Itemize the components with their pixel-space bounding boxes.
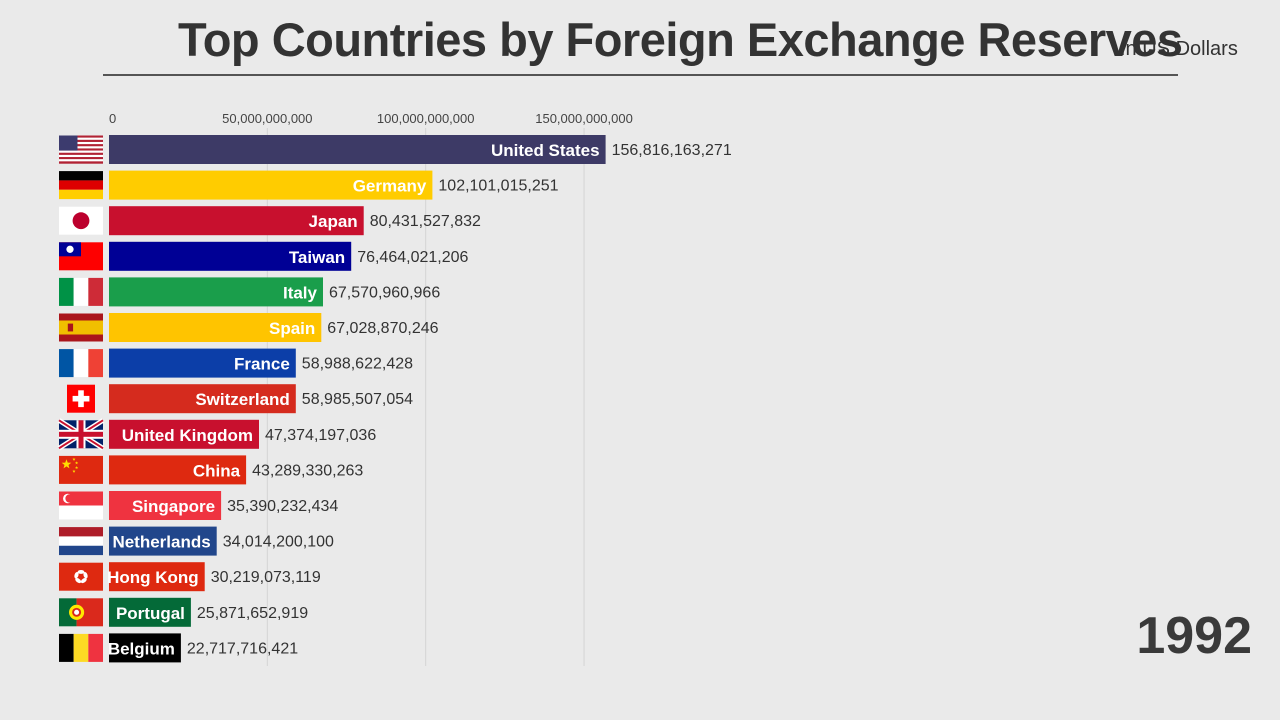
bar-value-label: 58,988,622,428 (302, 356, 413, 373)
bar (109, 241, 352, 271)
bar-category-label: Belgium (108, 639, 175, 658)
flag-cn-icon (59, 455, 103, 484)
bar-category-label: Germany (353, 177, 427, 196)
bar (109, 206, 364, 236)
bar-value-label: 34,014,200,100 (223, 534, 334, 551)
bar-value-label: 67,570,960,966 (329, 284, 440, 301)
x-tick-label: 0 (109, 111, 116, 126)
year-label: 1992 (1136, 607, 1252, 665)
bar-category-label: Singapore (132, 497, 215, 516)
bar-value-label: 30,219,073,119 (211, 569, 321, 586)
bar (109, 633, 181, 663)
x-tick-label: 150,000,000,000 (535, 111, 633, 126)
flag-ch-icon (67, 384, 95, 413)
bar-value-label: 43,289,330,263 (252, 462, 363, 479)
flag-hk-icon (59, 562, 103, 591)
title-divider (103, 74, 1178, 76)
bar-category-label: Taiwan (289, 248, 345, 267)
flag-de-icon (59, 171, 103, 200)
flag-gb-icon (57, 418, 105, 451)
bar (109, 597, 191, 627)
bar-value-label: 67,028,870,246 (327, 320, 438, 337)
flag-sg-icon (59, 491, 103, 520)
flag-pt-icon (59, 598, 103, 627)
flag-layer (57, 135, 105, 662)
bar (109, 384, 296, 414)
bar-layer: United States 156,816,163,271 Germany 102,1… (107, 135, 732, 663)
bar (109, 491, 222, 520)
flag-tw-icon (59, 242, 103, 271)
bar (109, 419, 259, 449)
bar-value-label: 35,390,232,434 (227, 498, 338, 515)
flag-nl-icon (59, 527, 103, 556)
flag-be-icon (59, 633, 103, 662)
bar-category-label: Switzerland (195, 390, 289, 409)
chart-subtitle: In US Dollars (1120, 38, 1238, 60)
bar-category-label: Italy (283, 283, 318, 302)
bar-category-label: Portugal (116, 604, 185, 623)
flag-fr-icon (59, 349, 103, 378)
bar-category-label: Hong Kong (107, 568, 199, 587)
bar-value-label: 25,871,652,919 (197, 605, 308, 622)
chart-title: Top Countries by Foreign Exchange Reserv… (178, 13, 1183, 66)
bar-value-label: 47,374,197,036 (265, 427, 376, 444)
bar-value-label: 58,985,507,054 (302, 391, 413, 408)
bar-category-label: Spain (269, 319, 315, 338)
flag-it-icon (59, 277, 103, 306)
bar (109, 277, 323, 307)
bar-category-label: Netherlands (112, 533, 210, 552)
bar (109, 348, 296, 378)
bar (109, 455, 247, 485)
bar-value-label: 80,431,527,832 (370, 213, 481, 230)
bar-value-label: 156,816,163,271 (612, 142, 732, 159)
bar-category-label: China (193, 461, 241, 480)
flag-es-icon (59, 313, 103, 342)
bar-category-label: United States (491, 141, 600, 160)
x-tick-label: 50,000,000,000 (222, 111, 312, 126)
bar-value-label: 102,101,015,251 (438, 178, 558, 195)
bar (109, 526, 217, 556)
bar (109, 562, 205, 592)
bar-category-label: France (234, 355, 290, 374)
x-tick-label: 100,000,000,000 (377, 111, 475, 126)
bar-value-label: 22,717,716,421 (187, 640, 298, 657)
bar (109, 170, 433, 200)
bar-category-label: Japan (309, 212, 358, 231)
bar (109, 313, 322, 342)
bar-value-label: 76,464,021,206 (357, 249, 468, 266)
flag-jp-icon (59, 206, 103, 235)
flag-us-icon (59, 135, 103, 164)
bar-category-label: United Kingdom (122, 426, 253, 445)
bar (109, 135, 606, 164)
